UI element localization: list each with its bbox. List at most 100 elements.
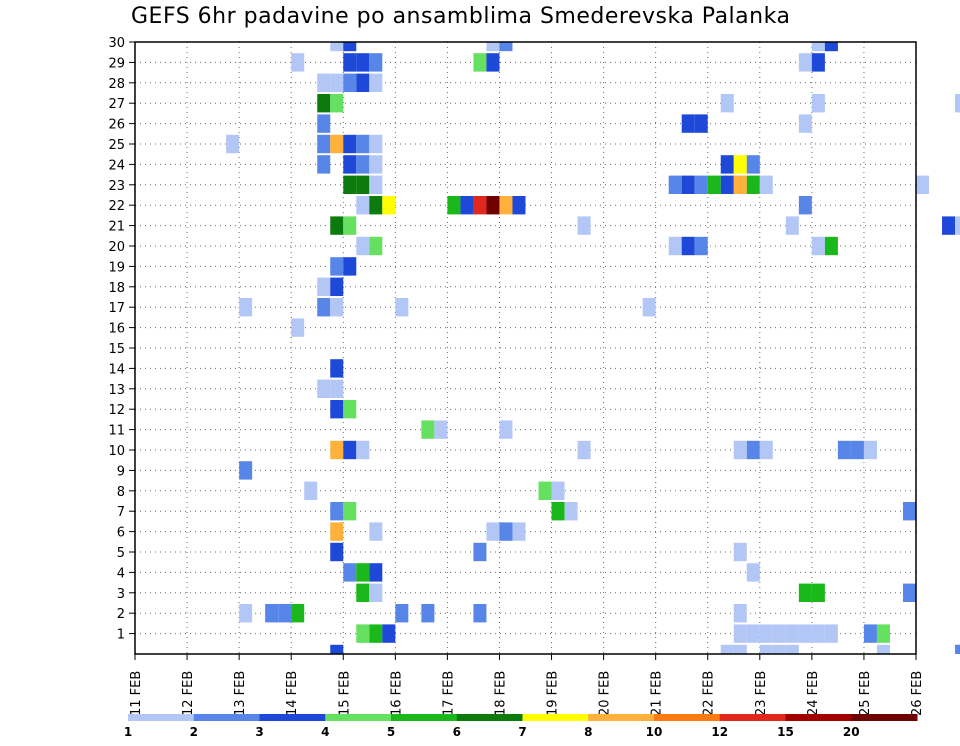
heatmap-cell	[863, 440, 877, 460]
colorbar-label: 6	[453, 725, 461, 739]
grid	[135, 42, 916, 654]
x-tick-label: 19 FEB	[546, 671, 561, 716]
colorbar-label: 20	[843, 725, 860, 739]
colorbar-label: 8	[584, 725, 592, 739]
heatmap-cell	[642, 298, 656, 317]
x-tick-label: 14 FEB	[285, 671, 300, 716]
heatmap-cell	[733, 440, 747, 460]
colorbar-swatch	[456, 714, 523, 721]
heatmap-cell	[512, 196, 526, 215]
colorbar-label: 12	[711, 725, 728, 739]
x-tick-label: 20 FEB	[598, 671, 613, 716]
heatmap-cell	[824, 236, 838, 256]
y-tick-label: 10	[108, 444, 125, 459]
heatmap-cell	[356, 155, 370, 174]
x-tick-label: 25 FEB	[858, 671, 873, 716]
colorbar-swatch	[719, 714, 786, 721]
y-tick-label: 3	[117, 587, 125, 602]
heatmap-cell	[226, 134, 240, 154]
heatmap-cell	[473, 196, 487, 215]
heatmap-cell	[733, 175, 747, 194]
heatmap-cell	[759, 440, 773, 460]
y-tick-label: 15	[108, 342, 125, 357]
heatmap-cell	[317, 94, 331, 113]
y-tick-label: 13	[108, 383, 125, 398]
heatmap-cell	[382, 624, 396, 643]
heatmap-cell	[473, 53, 487, 72]
heatmap-cell	[343, 257, 357, 276]
y-tick-label: 22	[108, 199, 125, 214]
heatmap-cell	[317, 298, 331, 317]
heatmap-cell	[798, 624, 812, 643]
heatmap-cell	[942, 216, 956, 235]
heatmap-cell	[369, 522, 383, 541]
heatmap-cell	[356, 175, 370, 194]
heatmap-cell	[850, 440, 864, 460]
heatmap-cell	[746, 175, 760, 194]
heatmap-cell	[811, 94, 825, 113]
heatmap-cell	[798, 114, 812, 133]
heatmap-cell	[837, 440, 851, 460]
y-tick-label: 12	[108, 403, 125, 418]
chart-title: GEFS 6hr padavine po ansamblima Smederev…	[131, 4, 791, 29]
heatmap-cell	[707, 175, 721, 194]
x-tick-label: 26 FEB	[910, 671, 925, 716]
heatmap-cell	[291, 604, 305, 623]
y-tick-label: 8	[117, 485, 125, 500]
heatmap-cell	[330, 400, 344, 419]
heatmap-cell	[694, 114, 708, 133]
heatmap-cell	[330, 644, 344, 654]
heatmap-cell	[356, 624, 370, 643]
y-tick-label: 27	[108, 97, 125, 112]
heatmap-cell	[681, 236, 695, 256]
heatmap-cell	[343, 502, 357, 521]
heatmap-cell	[239, 298, 253, 317]
heatmap-cell	[720, 644, 734, 654]
heatmap-cell	[798, 583, 812, 602]
heatmap-cell	[473, 604, 487, 623]
heatmap-cell	[382, 196, 396, 215]
heatmap-cell	[772, 624, 786, 643]
heatmap-cell	[955, 216, 960, 235]
heatmap-cell	[811, 53, 825, 72]
y-tick-label: 9	[117, 464, 125, 479]
heatmap-cell	[343, 155, 357, 174]
colorbar-label: 7	[518, 725, 526, 739]
heatmap-cell	[577, 440, 591, 460]
heatmap-cell	[720, 175, 734, 194]
heatmap-cell	[239, 604, 253, 623]
y-tick-label: 19	[108, 260, 125, 275]
heatmap-cell	[447, 196, 461, 215]
y-tick-label: 21	[108, 220, 125, 235]
heatmap-cell	[369, 196, 383, 215]
y-tick-label: 7	[117, 505, 125, 520]
heatmap-cell	[733, 624, 747, 643]
heatmap-cell	[486, 53, 500, 72]
heatmap-cell	[330, 542, 344, 562]
heatmap-cell	[785, 216, 799, 235]
heatmap-cell	[499, 420, 513, 439]
heatmap-cell	[460, 196, 474, 215]
heatmap-cell	[746, 155, 760, 174]
heatmap-cell	[720, 94, 734, 113]
x-tick-label: 17 FEB	[441, 671, 456, 716]
heatmap-cell	[668, 175, 682, 194]
y-tick-label: 20	[108, 240, 125, 255]
heatmap-cell	[356, 53, 370, 72]
x-tick-label: 22 FEB	[702, 671, 717, 716]
heatmap-cell	[330, 298, 344, 317]
y-tick-label: 30	[108, 36, 125, 51]
heatmap-cell	[811, 236, 825, 256]
heatmap-cell	[668, 236, 682, 256]
heatmap-cell	[694, 236, 708, 256]
colorbar-label: 4	[321, 725, 329, 739]
x-tick-label: 16 FEB	[389, 671, 404, 716]
heatmap-cell	[395, 298, 409, 317]
colorbar-swatch	[325, 714, 392, 721]
heatmap-cell	[317, 134, 331, 154]
heatmap-cell	[876, 624, 890, 643]
heatmap-cell	[512, 522, 526, 541]
heatmap-cell	[356, 73, 370, 92]
